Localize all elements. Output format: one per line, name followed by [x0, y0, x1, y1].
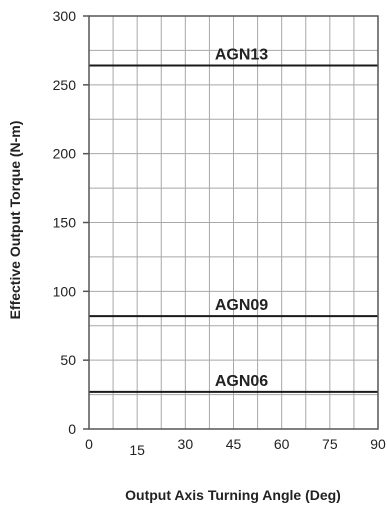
x-tick-label: 15 [129, 442, 145, 458]
y-tick-label: 100 [53, 283, 77, 299]
x-tick-label: 75 [322, 436, 338, 452]
grid-lines [89, 16, 378, 429]
y-tick-label: 300 [53, 8, 77, 24]
y-tick-label: 0 [68, 421, 76, 437]
x-tick-label: 0 [85, 436, 93, 452]
series-labels: AGN13 AGN09 AGN06 [215, 47, 268, 390]
x-axis-title: Output Axis Turning Angle (Deg) [125, 487, 341, 503]
plot-frame [83, 15, 379, 430]
y-tick-label: 200 [53, 146, 77, 162]
series-label-agn09: AGN09 [215, 297, 268, 314]
series-label-agn13: AGN13 [215, 47, 268, 64]
x-tick-label: 60 [274, 436, 290, 452]
x-tick-labels: 0 15 30 45 60 75 90 [85, 436, 386, 458]
x-tick-label: 45 [226, 436, 242, 452]
x-tick-label: 30 [178, 436, 194, 452]
x-tick-label: 90 [370, 436, 386, 452]
y-tick-label: 150 [53, 215, 77, 231]
series-lines [89, 64, 378, 393]
y-tick-label: 250 [53, 77, 77, 93]
y-tick-labels: 0 50 100 150 200 250 300 [53, 8, 77, 437]
y-tick-label: 50 [60, 352, 76, 368]
series-label-agn06: AGN06 [215, 373, 268, 390]
y-axis-title: Effective Output Torque (N-m) [7, 121, 23, 320]
